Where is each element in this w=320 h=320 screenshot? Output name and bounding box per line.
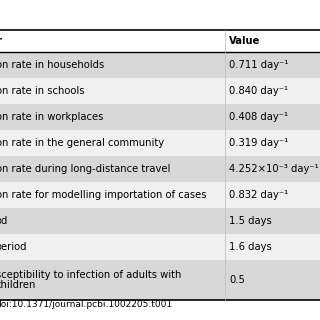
Text: on rate in schools: on rate in schools (0, 86, 84, 96)
Bar (0, 78, 320, 104)
Text: 0.5: 0.5 (229, 275, 245, 285)
Text: 0.840 day⁻¹: 0.840 day⁻¹ (229, 86, 288, 96)
Bar (0, 260, 320, 300)
Text: doi:10.1371/journal.pcbi.1002205.t001: doi:10.1371/journal.pcbi.1002205.t001 (0, 300, 173, 309)
Bar (0, 30, 320, 52)
Bar (0, 130, 320, 156)
Text: r: r (0, 36, 1, 46)
Text: sceptibility to infection of adults with: sceptibility to infection of adults with (0, 270, 181, 280)
Text: od: od (0, 216, 8, 226)
Bar (0, 156, 320, 182)
Text: oeriod: oeriod (0, 242, 28, 252)
Text: 0.319 day⁻¹: 0.319 day⁻¹ (229, 138, 288, 148)
Text: children: children (0, 280, 36, 290)
Bar (0, 104, 320, 130)
Text: Value: Value (229, 36, 260, 46)
Text: on rate in the general community: on rate in the general community (0, 138, 164, 148)
Text: 1.5 days: 1.5 days (229, 216, 272, 226)
Text: 0.832 day⁻¹: 0.832 day⁻¹ (229, 190, 288, 200)
Text: on rate in households: on rate in households (0, 60, 104, 70)
Text: 0.711 day⁻¹: 0.711 day⁻¹ (229, 60, 288, 70)
Text: 4.252×10⁻³ day⁻¹: 4.252×10⁻³ day⁻¹ (229, 164, 319, 174)
Bar (0, 234, 320, 260)
Bar (0, 208, 320, 234)
Text: on rate for modelling importation of cases: on rate for modelling importation of cas… (0, 190, 206, 200)
Text: 1.6 days: 1.6 days (229, 242, 272, 252)
Bar (0, 52, 320, 78)
Text: 0.408 day⁻¹: 0.408 day⁻¹ (229, 112, 288, 122)
Text: on rate during long-distance travel: on rate during long-distance travel (0, 164, 170, 174)
Text: on rate in workplaces: on rate in workplaces (0, 112, 103, 122)
Bar (0, 182, 320, 208)
